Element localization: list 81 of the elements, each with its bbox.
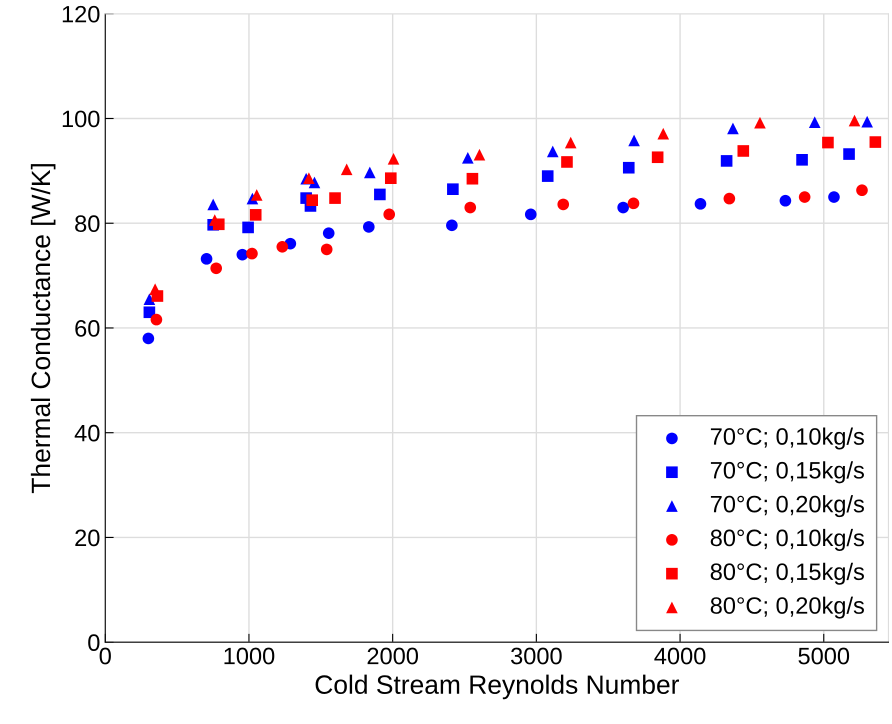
point bbox=[622, 162, 635, 174]
point bbox=[446, 220, 458, 232]
point bbox=[694, 198, 706, 210]
y-tick-label: 40 bbox=[74, 424, 100, 442]
point bbox=[384, 172, 397, 184]
legend-label: 80°C; 0,15kg/s bbox=[710, 562, 864, 585]
point bbox=[142, 332, 154, 344]
point bbox=[207, 198, 219, 210]
point bbox=[628, 198, 640, 210]
point bbox=[652, 151, 664, 164]
y-tick-label: 0 bbox=[88, 634, 100, 651]
point bbox=[306, 194, 318, 206]
point bbox=[466, 172, 478, 185]
point bbox=[322, 227, 335, 239]
point bbox=[210, 262, 222, 274]
legend-label: 80°C; 0,10kg/s bbox=[710, 528, 864, 551]
point bbox=[861, 116, 873, 128]
x-tick-label: 1000 bbox=[224, 648, 274, 664]
y-axis-title: Thermal Conductance [W/K] bbox=[30, 164, 56, 494]
x-tick-label: 3000 bbox=[511, 648, 562, 664]
point bbox=[798, 191, 810, 203]
x-tick-label: 5000 bbox=[798, 648, 850, 664]
point bbox=[236, 248, 248, 260]
y-tick-label: 20 bbox=[75, 530, 100, 546]
point bbox=[329, 192, 341, 204]
point bbox=[362, 221, 375, 233]
point bbox=[250, 189, 263, 201]
point bbox=[856, 184, 868, 196]
point bbox=[144, 293, 156, 305]
point bbox=[200, 253, 212, 265]
x-axis-title: Cold Stream Reynolds Number bbox=[316, 674, 680, 700]
point bbox=[276, 240, 288, 253]
y-tick-label: 60 bbox=[75, 320, 100, 337]
point bbox=[796, 154, 808, 166]
point bbox=[557, 198, 570, 210]
x-tick-label: 2000 bbox=[368, 648, 418, 664]
x-tick-label: 0 bbox=[100, 648, 111, 664]
point bbox=[383, 208, 396, 220]
point bbox=[388, 153, 400, 165]
point bbox=[542, 170, 554, 182]
point bbox=[462, 152, 474, 164]
point bbox=[727, 122, 739, 134]
legend-label: 80°C; 0,20kg/s bbox=[710, 596, 864, 619]
point bbox=[848, 114, 860, 126]
legend-label: 70°C; 0,20kg/s bbox=[710, 495, 864, 518]
legend-label: 70°C; 0,15kg/s bbox=[710, 461, 864, 484]
point bbox=[150, 314, 162, 326]
x-tick-label: 4000 bbox=[654, 648, 706, 664]
point bbox=[447, 183, 459, 196]
point bbox=[828, 191, 840, 203]
point bbox=[303, 172, 315, 184]
point bbox=[250, 209, 262, 221]
point bbox=[546, 146, 559, 158]
point bbox=[320, 244, 333, 256]
y-tick-label: 100 bbox=[62, 110, 100, 128]
legend-label: 70°C; 0,10kg/s bbox=[710, 427, 864, 450]
point bbox=[242, 222, 254, 234]
y-tick-label: 80 bbox=[75, 215, 100, 232]
point bbox=[724, 192, 736, 204]
point bbox=[340, 163, 352, 176]
point bbox=[524, 208, 537, 220]
point bbox=[617, 202, 629, 214]
point bbox=[374, 188, 386, 200]
point bbox=[720, 155, 732, 167]
y-tick-label: 120 bbox=[62, 6, 100, 23]
point bbox=[246, 248, 258, 260]
point bbox=[870, 136, 882, 148]
point bbox=[754, 116, 766, 128]
point bbox=[737, 145, 750, 157]
point bbox=[464, 202, 476, 214]
point bbox=[780, 194, 792, 207]
point bbox=[144, 306, 156, 318]
point bbox=[657, 128, 670, 140]
point bbox=[628, 134, 640, 146]
point bbox=[364, 166, 376, 178]
point bbox=[564, 136, 577, 148]
point bbox=[561, 156, 573, 168]
point bbox=[808, 116, 821, 128]
point bbox=[822, 136, 834, 148]
point bbox=[843, 148, 855, 160]
point bbox=[474, 148, 486, 160]
